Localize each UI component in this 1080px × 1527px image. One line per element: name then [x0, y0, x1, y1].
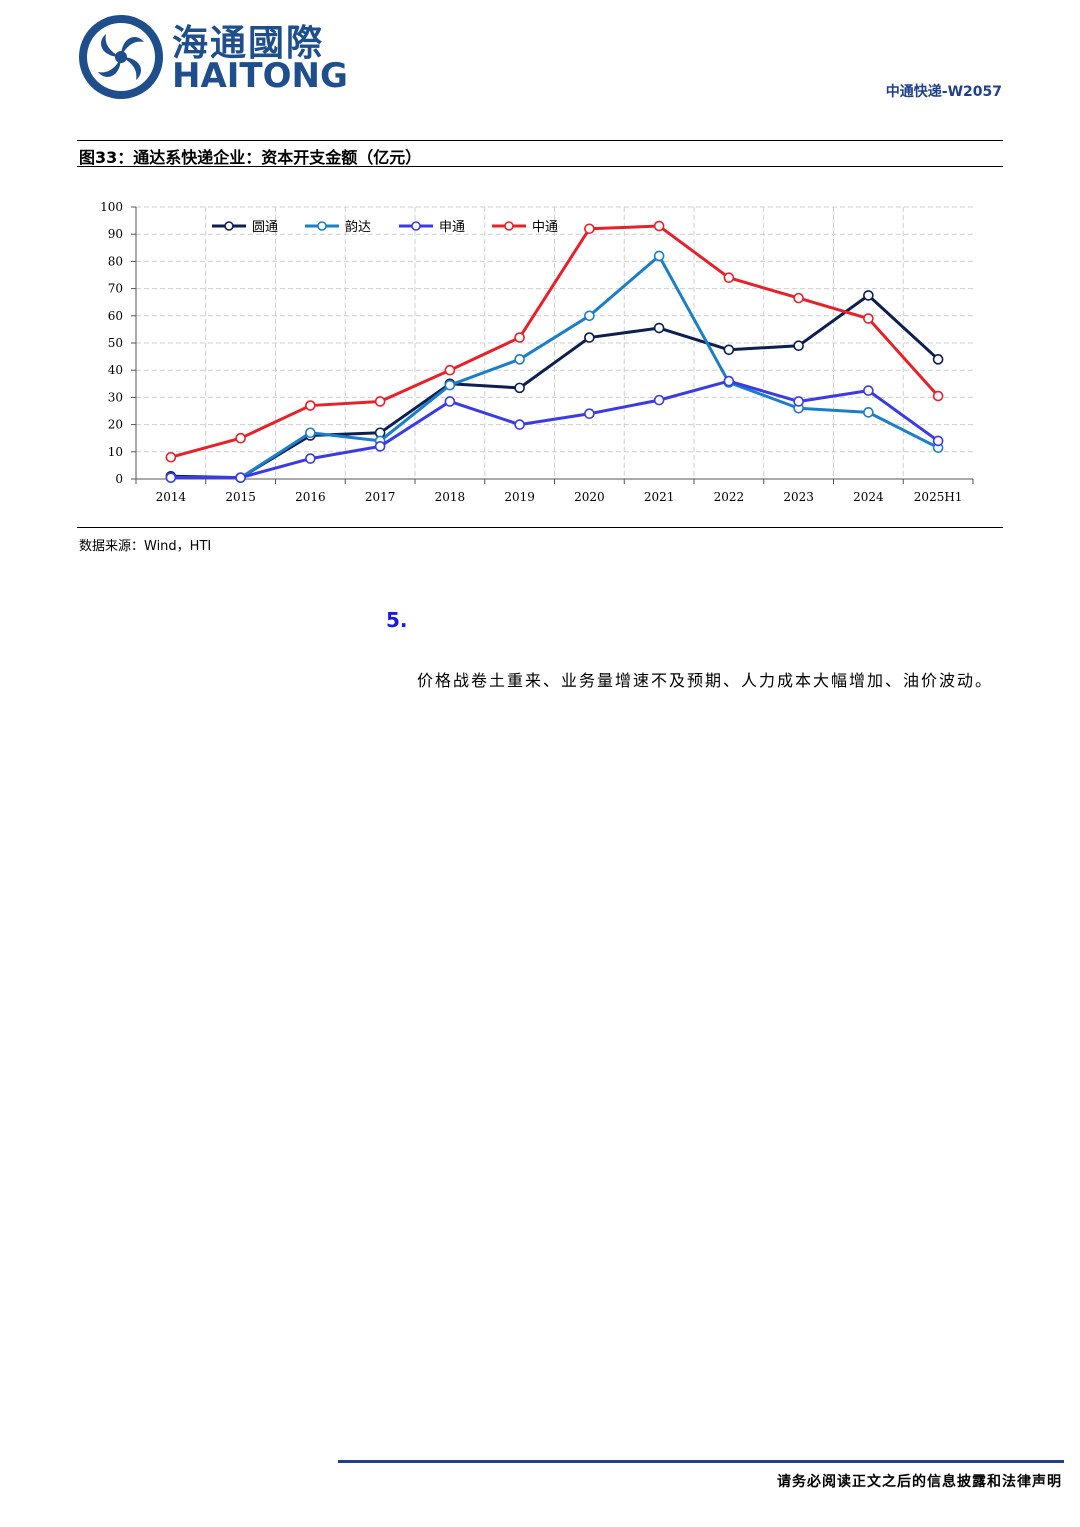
data-point: [305, 400, 316, 411]
data-point: [584, 408, 595, 420]
title-rule-bottom: [77, 166, 1003, 167]
footer-disclaimer: 请务必阅读正文之后的信息披露和法律声明: [777, 1474, 1062, 1490]
series-圆通: [165, 290, 944, 483]
data-point: [444, 379, 456, 391]
y-tick-label: 30: [108, 390, 123, 404]
x-tick-label: 2014: [156, 490, 187, 504]
logo-chinese-text: 海通國際: [172, 23, 325, 64]
x-tick-label: 2017: [365, 490, 396, 504]
data-point: [305, 453, 316, 464]
data-point: [165, 472, 177, 483]
data-point: [305, 427, 316, 439]
risk-paragraph: 价格战卷土重来、业务量增速不及预期、人力成本大幅增加、油价波动。: [417, 671, 994, 690]
y-tick-label: 0: [115, 472, 123, 486]
series-line: [170, 293, 940, 480]
series-line: [170, 224, 940, 459]
x-tick-label: 2024: [853, 490, 884, 504]
y-tick-label: 60: [108, 309, 123, 323]
data-point: [653, 322, 665, 334]
x-tick-label: 2025H1: [914, 490, 963, 504]
legend-marker: [317, 221, 327, 231]
data-point: [863, 290, 874, 301]
data-point: [235, 472, 246, 483]
x-tick-label: 2019: [504, 490, 535, 504]
data-point: [374, 396, 386, 407]
data-point: [653, 250, 665, 262]
legend-label: 申通: [439, 220, 465, 235]
data-point: [584, 332, 595, 343]
legend-marker: [411, 221, 421, 231]
x-tick-label: 2018: [435, 490, 466, 504]
data-point: [514, 332, 525, 343]
x-tick-label: 2023: [783, 490, 814, 504]
data-source: 数据来源：Wind，HTI: [79, 539, 212, 554]
data-point: [514, 419, 525, 430]
data-point: [793, 340, 804, 352]
data-point: [653, 394, 665, 406]
source-rule: [77, 527, 1003, 528]
x-tick-label: 2021: [644, 490, 675, 504]
y-tick-label: 90: [108, 227, 123, 241]
data-point: [932, 390, 944, 402]
y-tick-label: 20: [108, 418, 123, 432]
data-point: [932, 354, 944, 365]
capex-line-chart: 0 10 20 30 40 50 60 70 80 90 100 2014 2015 2016 2017 20…: [100, 200, 974, 504]
series-line: [170, 254, 939, 480]
y-tick-label: 40: [108, 363, 123, 377]
section-number: 5.: [386, 608, 408, 632]
y-tick-label: 100: [100, 200, 123, 214]
legend-marker: [504, 221, 514, 231]
data-point: [374, 441, 386, 452]
data-point: [444, 364, 456, 376]
data-point: [863, 313, 874, 324]
data-point: [514, 382, 525, 394]
data-point: [793, 292, 804, 304]
data-point: [444, 396, 456, 407]
data-point: [165, 451, 177, 463]
data-point: [723, 344, 735, 356]
data-point: [793, 396, 804, 407]
logo-english-text: HAITONG: [172, 56, 348, 96]
x-tick-label: 2020: [574, 490, 605, 504]
legend-label: 圆通: [252, 220, 278, 235]
legend-label: 中通: [532, 220, 558, 235]
data-point: [514, 354, 525, 365]
data-point: [653, 220, 665, 232]
report-code: 中通快递-W2057: [885, 84, 1002, 100]
y-tick-label: 70: [108, 282, 123, 296]
data-point: [723, 272, 735, 284]
x-tick-label: 2015: [225, 490, 256, 504]
data-point: [863, 407, 874, 418]
title-rule-top: [77, 140, 1003, 141]
data-point: [235, 432, 246, 444]
legend-marker: [224, 221, 234, 231]
x-tick-label: 2022: [714, 490, 745, 504]
data-point: [584, 223, 595, 235]
haitong-emblem-icon: [79, 15, 163, 99]
series-line: [170, 379, 940, 480]
y-tick-label: 10: [108, 445, 123, 459]
data-point: [932, 435, 944, 447]
y-tick-label: 50: [108, 336, 123, 350]
footer-rule: [338, 1460, 1064, 1463]
legend-label: 韵达: [345, 220, 371, 235]
data-point: [584, 310, 595, 322]
data-point: [863, 385, 874, 396]
data-point: [723, 375, 735, 387]
haitong-logo: 海通國際 HAITONG: [76, 12, 348, 102]
series-申通: [165, 375, 944, 483]
figure-title: 图33：通达系快递企业：资本开支金额（亿元）: [79, 148, 422, 167]
y-tick-label: 80: [108, 254, 123, 268]
x-tick-label: 2016: [295, 490, 326, 504]
series-中通: [165, 220, 944, 463]
